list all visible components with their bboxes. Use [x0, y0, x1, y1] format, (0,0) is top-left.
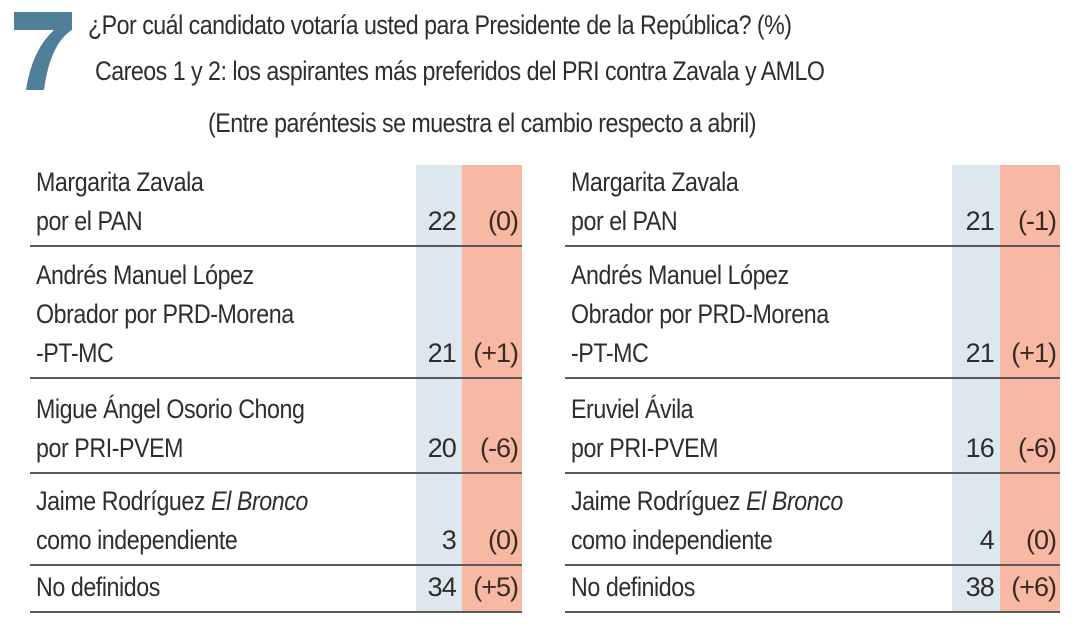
candidate-label: No definidos: [36, 572, 160, 602]
change-cell: (-1): [1018, 206, 1057, 236]
change-cell: (0): [1026, 525, 1057, 555]
value-column-bg: [952, 165, 1000, 612]
careo-1-table: Margarita Zavala por el PAN 22 (0) Andrés…: [30, 165, 522, 613]
value-cell: 22: [427, 206, 457, 236]
change-cell: (0): [488, 525, 519, 555]
change-cell: (-6): [480, 433, 519, 463]
table-row: Margarita Zavala por el PAN 22 (0): [30, 165, 522, 247]
value-column-bg: [416, 165, 462, 612]
change-column-bg: [1000, 165, 1060, 612]
candidate-label: Margarita Zavala por el PAN: [36, 167, 204, 236]
table-row: Andrés Manuel López Obrador por PRD-Moren…: [565, 247, 1060, 379]
value-cell: 38: [965, 572, 995, 602]
table-row: Andrés Manuel López Obrador por PRD-Moren…: [30, 247, 522, 379]
change-cell: (+5): [473, 572, 519, 602]
value-cell: 4: [979, 525, 995, 555]
candidate-label: Margarita Zavala por el PAN: [571, 167, 739, 236]
change-column-bg: [462, 165, 522, 612]
figure-subtitle: Careos 1 y 2: los aspirantes más preferi…: [95, 56, 825, 86]
candidate-label: No definidos: [571, 572, 695, 602]
value-cell: 3: [441, 525, 457, 555]
table-row: Migue Ángel Osorio Chong por PRI-PVEM 20 …: [30, 379, 522, 474]
table-row: Margarita Zavala por el PAN 21 (-1): [565, 165, 1060, 247]
change-cell: (+1): [473, 338, 519, 368]
candidate-label: Andrés Manuel López Obrador por PRD-Moren…: [571, 260, 829, 368]
value-cell: 21: [965, 206, 995, 236]
table-row: Jaime Rodríguez El Bronco como independie…: [565, 474, 1060, 566]
table-row: No definidos 34 (+5): [30, 566, 522, 613]
change-cell: (+1): [1011, 338, 1057, 368]
candidate-label: Jaime Rodríguez El Bronco como independie…: [36, 486, 308, 555]
table-row: Jaime Rodríguez El Bronco como independie…: [30, 474, 522, 566]
figure-note: (Entre paréntesis se muestra el cambio r…: [208, 108, 757, 138]
value-cell: 16: [965, 433, 995, 463]
change-cell: (0): [488, 206, 519, 236]
change-cell: (+6): [1011, 572, 1057, 602]
value-cell: 21: [427, 338, 457, 368]
change-cell: (-6): [1018, 433, 1057, 463]
value-cell: 21: [965, 338, 995, 368]
value-cell: 20: [427, 433, 457, 463]
figure-number-seven-icon: [14, 12, 72, 90]
candidate-label: Andrés Manuel López Obrador por PRD-Moren…: [36, 260, 294, 368]
candidate-label: Migue Ángel Osorio Chong por PRI-PVEM: [36, 394, 305, 463]
table-row: No definidos 38 (+6): [565, 566, 1060, 613]
value-cell: 34: [427, 572, 457, 602]
candidate-label: Jaime Rodríguez El Bronco como independie…: [571, 486, 843, 555]
candidate-label: Eruviel Ávila por PRI-PVEM: [571, 394, 719, 463]
table-row: Eruviel Ávila por PRI-PVEM 16 (-6): [565, 379, 1060, 474]
careo-2-table: Margarita Zavala por el PAN 21 (-1) André…: [565, 165, 1060, 613]
figure-title: ¿Por cuál candidato votaría usted para P…: [88, 10, 792, 40]
